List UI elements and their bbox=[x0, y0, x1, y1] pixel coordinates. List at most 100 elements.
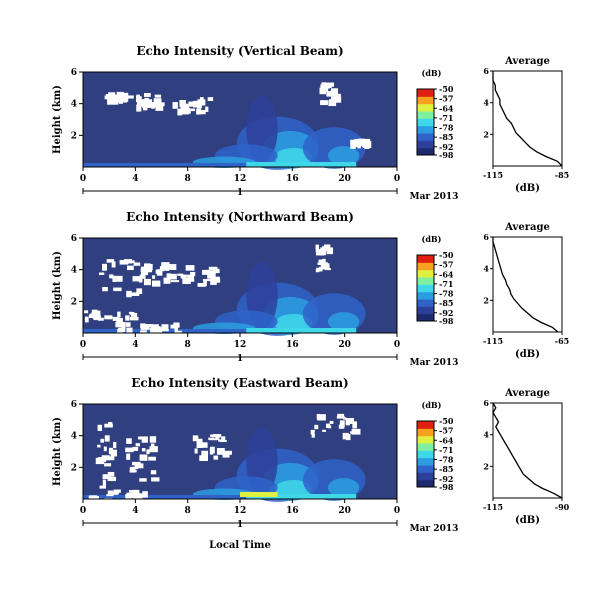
missing-data-patch bbox=[196, 108, 201, 115]
missing-data-patch bbox=[97, 424, 103, 431]
missing-data-patch bbox=[133, 262, 141, 266]
missing-data-patch bbox=[210, 434, 214, 437]
missing-data-patch bbox=[102, 474, 109, 480]
colorbar-segment bbox=[417, 277, 434, 285]
profile-y-tick-label: 2 bbox=[483, 461, 489, 471]
heatmap-field bbox=[83, 238, 397, 338]
x-tick-label: 0 bbox=[394, 340, 400, 350]
profile-x-axis-label: (dB) bbox=[515, 349, 540, 360]
missing-data-patch bbox=[331, 96, 336, 100]
missing-data-patch bbox=[126, 265, 134, 271]
missing-data-patch bbox=[322, 246, 326, 249]
missing-data-patch bbox=[108, 447, 113, 455]
missing-data-patch bbox=[163, 277, 171, 284]
missing-data-patch bbox=[358, 138, 365, 146]
missing-data-patch bbox=[201, 450, 209, 457]
colorbar-segment bbox=[417, 89, 434, 97]
missing-data-patch bbox=[318, 266, 323, 272]
missing-data-patch bbox=[196, 438, 203, 444]
missing-data-patch bbox=[107, 98, 116, 105]
colorbar-tick-label: -85 bbox=[439, 132, 453, 142]
missing-data-patch bbox=[207, 272, 216, 279]
colorbar-segment bbox=[417, 262, 434, 271]
missing-data-patch bbox=[320, 100, 328, 106]
missing-data-patch bbox=[143, 278, 151, 286]
missing-data-patch bbox=[142, 491, 148, 498]
missing-data-patch bbox=[88, 314, 95, 318]
missing-data-patch bbox=[199, 99, 204, 103]
colorbar-segment bbox=[417, 269, 434, 278]
colorbar-tick-label: -98 bbox=[439, 316, 454, 326]
y-tick-label: 6 bbox=[71, 234, 77, 244]
missing-data-patch bbox=[316, 267, 320, 272]
x-tick-label: 8 bbox=[185, 506, 191, 516]
missing-data-patch bbox=[92, 310, 101, 318]
missing-data-patch bbox=[196, 442, 203, 448]
average-profile-line bbox=[492, 71, 563, 167]
missing-data-patch bbox=[157, 102, 165, 107]
echo-region bbox=[327, 478, 360, 498]
missing-data-patch bbox=[221, 436, 226, 442]
x-tick-label: 8 bbox=[185, 174, 191, 184]
colorbar-tick-label: -71 bbox=[439, 279, 453, 289]
echo-region bbox=[327, 146, 360, 166]
missing-data-patch bbox=[113, 95, 121, 100]
missing-data-patch bbox=[112, 316, 120, 322]
missing-data-patch bbox=[199, 97, 204, 102]
missing-data-patch bbox=[333, 93, 341, 97]
missing-data-patch bbox=[150, 443, 155, 449]
missing-data-patch bbox=[325, 82, 335, 87]
missing-data-patch bbox=[212, 434, 222, 438]
missing-data-patch bbox=[131, 292, 140, 296]
missing-data-patch bbox=[324, 85, 332, 88]
colorbar-tick-label: -85 bbox=[439, 298, 453, 308]
missing-data-patch bbox=[173, 322, 180, 328]
y-tick-label: 6 bbox=[71, 68, 77, 78]
missing-data-patch bbox=[104, 435, 110, 442]
missing-data-patch bbox=[156, 269, 163, 276]
y-tick-label: 2 bbox=[71, 297, 77, 307]
colorbar-tick-label: -50 bbox=[439, 84, 454, 94]
date-day-label: 1 bbox=[237, 520, 243, 530]
echo-region bbox=[327, 312, 360, 332]
x-tick-label: 16 bbox=[286, 340, 299, 350]
colorbar-tick-label: -78 bbox=[439, 455, 454, 465]
colorbar-segment bbox=[417, 450, 434, 459]
missing-data-patch bbox=[197, 99, 206, 106]
missing-data-patch bbox=[207, 270, 215, 275]
missing-data-patch bbox=[125, 495, 132, 501]
colorbar-segment bbox=[417, 306, 434, 315]
missing-data-patch bbox=[202, 269, 210, 275]
profile-y-tick-label: 2 bbox=[483, 295, 489, 305]
missing-data-patch bbox=[104, 463, 112, 467]
colorbar-segment bbox=[417, 96, 434, 105]
missing-data-patch bbox=[106, 259, 115, 263]
profile-y-tick-label: 4 bbox=[483, 430, 489, 440]
colorbar-tick-label: -64 bbox=[439, 103, 454, 113]
missing-data-patch bbox=[326, 423, 331, 429]
missing-data-patch bbox=[319, 87, 327, 95]
missing-data-patch bbox=[126, 327, 133, 333]
missing-data-patch bbox=[102, 263, 107, 271]
missing-data-patch bbox=[194, 448, 198, 454]
colorbar-segment bbox=[417, 291, 434, 300]
colorbar-segment bbox=[417, 284, 434, 293]
missing-data-patch bbox=[324, 267, 331, 271]
colorbar-frame bbox=[416, 88, 435, 156]
missing-data-patch bbox=[208, 437, 214, 440]
missing-data-patch bbox=[116, 317, 123, 322]
x-tick-label: 20 bbox=[338, 506, 351, 516]
colorbar-segment bbox=[417, 147, 434, 156]
missing-data-patch bbox=[213, 455, 219, 460]
profile-frame bbox=[492, 70, 563, 167]
profile-frame bbox=[492, 402, 563, 499]
missing-data-patch bbox=[140, 323, 146, 329]
missing-data-patch bbox=[122, 498, 127, 502]
missing-data-patch bbox=[121, 92, 129, 96]
missing-data-patch bbox=[332, 90, 336, 96]
missing-data-patch bbox=[136, 100, 146, 106]
missing-data-patch bbox=[119, 260, 129, 265]
profile-x-tick-label: -65 bbox=[555, 336, 569, 346]
missing-data-patch bbox=[108, 456, 115, 461]
missing-data-patch bbox=[345, 422, 350, 426]
